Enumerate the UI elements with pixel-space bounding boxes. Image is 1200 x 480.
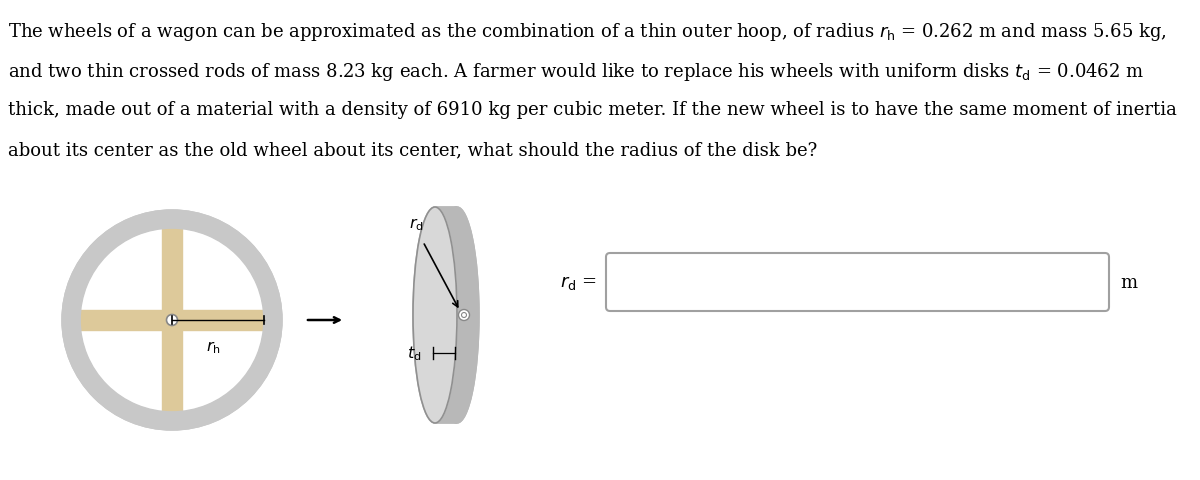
Text: $r_\mathrm{d}$: $r_\mathrm{d}$: [408, 216, 424, 232]
Circle shape: [80, 228, 264, 412]
Circle shape: [167, 315, 178, 326]
Circle shape: [458, 310, 469, 321]
Bar: [80, 311, 264, 330]
Text: $t_\mathrm{d}$: $t_\mathrm{d}$: [407, 344, 421, 362]
Ellipse shape: [434, 207, 479, 423]
Circle shape: [462, 313, 467, 318]
Text: $r_\mathrm{d}$ =: $r_\mathrm{d}$ =: [560, 274, 596, 291]
Ellipse shape: [413, 207, 457, 423]
FancyBboxPatch shape: [606, 253, 1109, 312]
Text: $r_\mathrm{h}$: $r_\mathrm{h}$: [206, 338, 221, 355]
Polygon shape: [413, 207, 457, 423]
Text: m: m: [1120, 274, 1138, 291]
Circle shape: [62, 211, 282, 430]
Text: thick, made out of a material with a density of 6910 kg per cubic meter. If the : thick, made out of a material with a den…: [8, 101, 1177, 119]
Text: about its center as the old wheel about its center, what should the radius of th: about its center as the old wheel about …: [8, 141, 817, 159]
Bar: [162, 228, 182, 412]
Text: The wheels of a wagon can be approximated as the combination of a thin outer hoo: The wheels of a wagon can be approximate…: [8, 21, 1166, 43]
Polygon shape: [434, 207, 479, 423]
Text: and two thin crossed rods of mass 8.23 kg each. A farmer would like to replace h: and two thin crossed rods of mass 8.23 k…: [8, 61, 1144, 83]
